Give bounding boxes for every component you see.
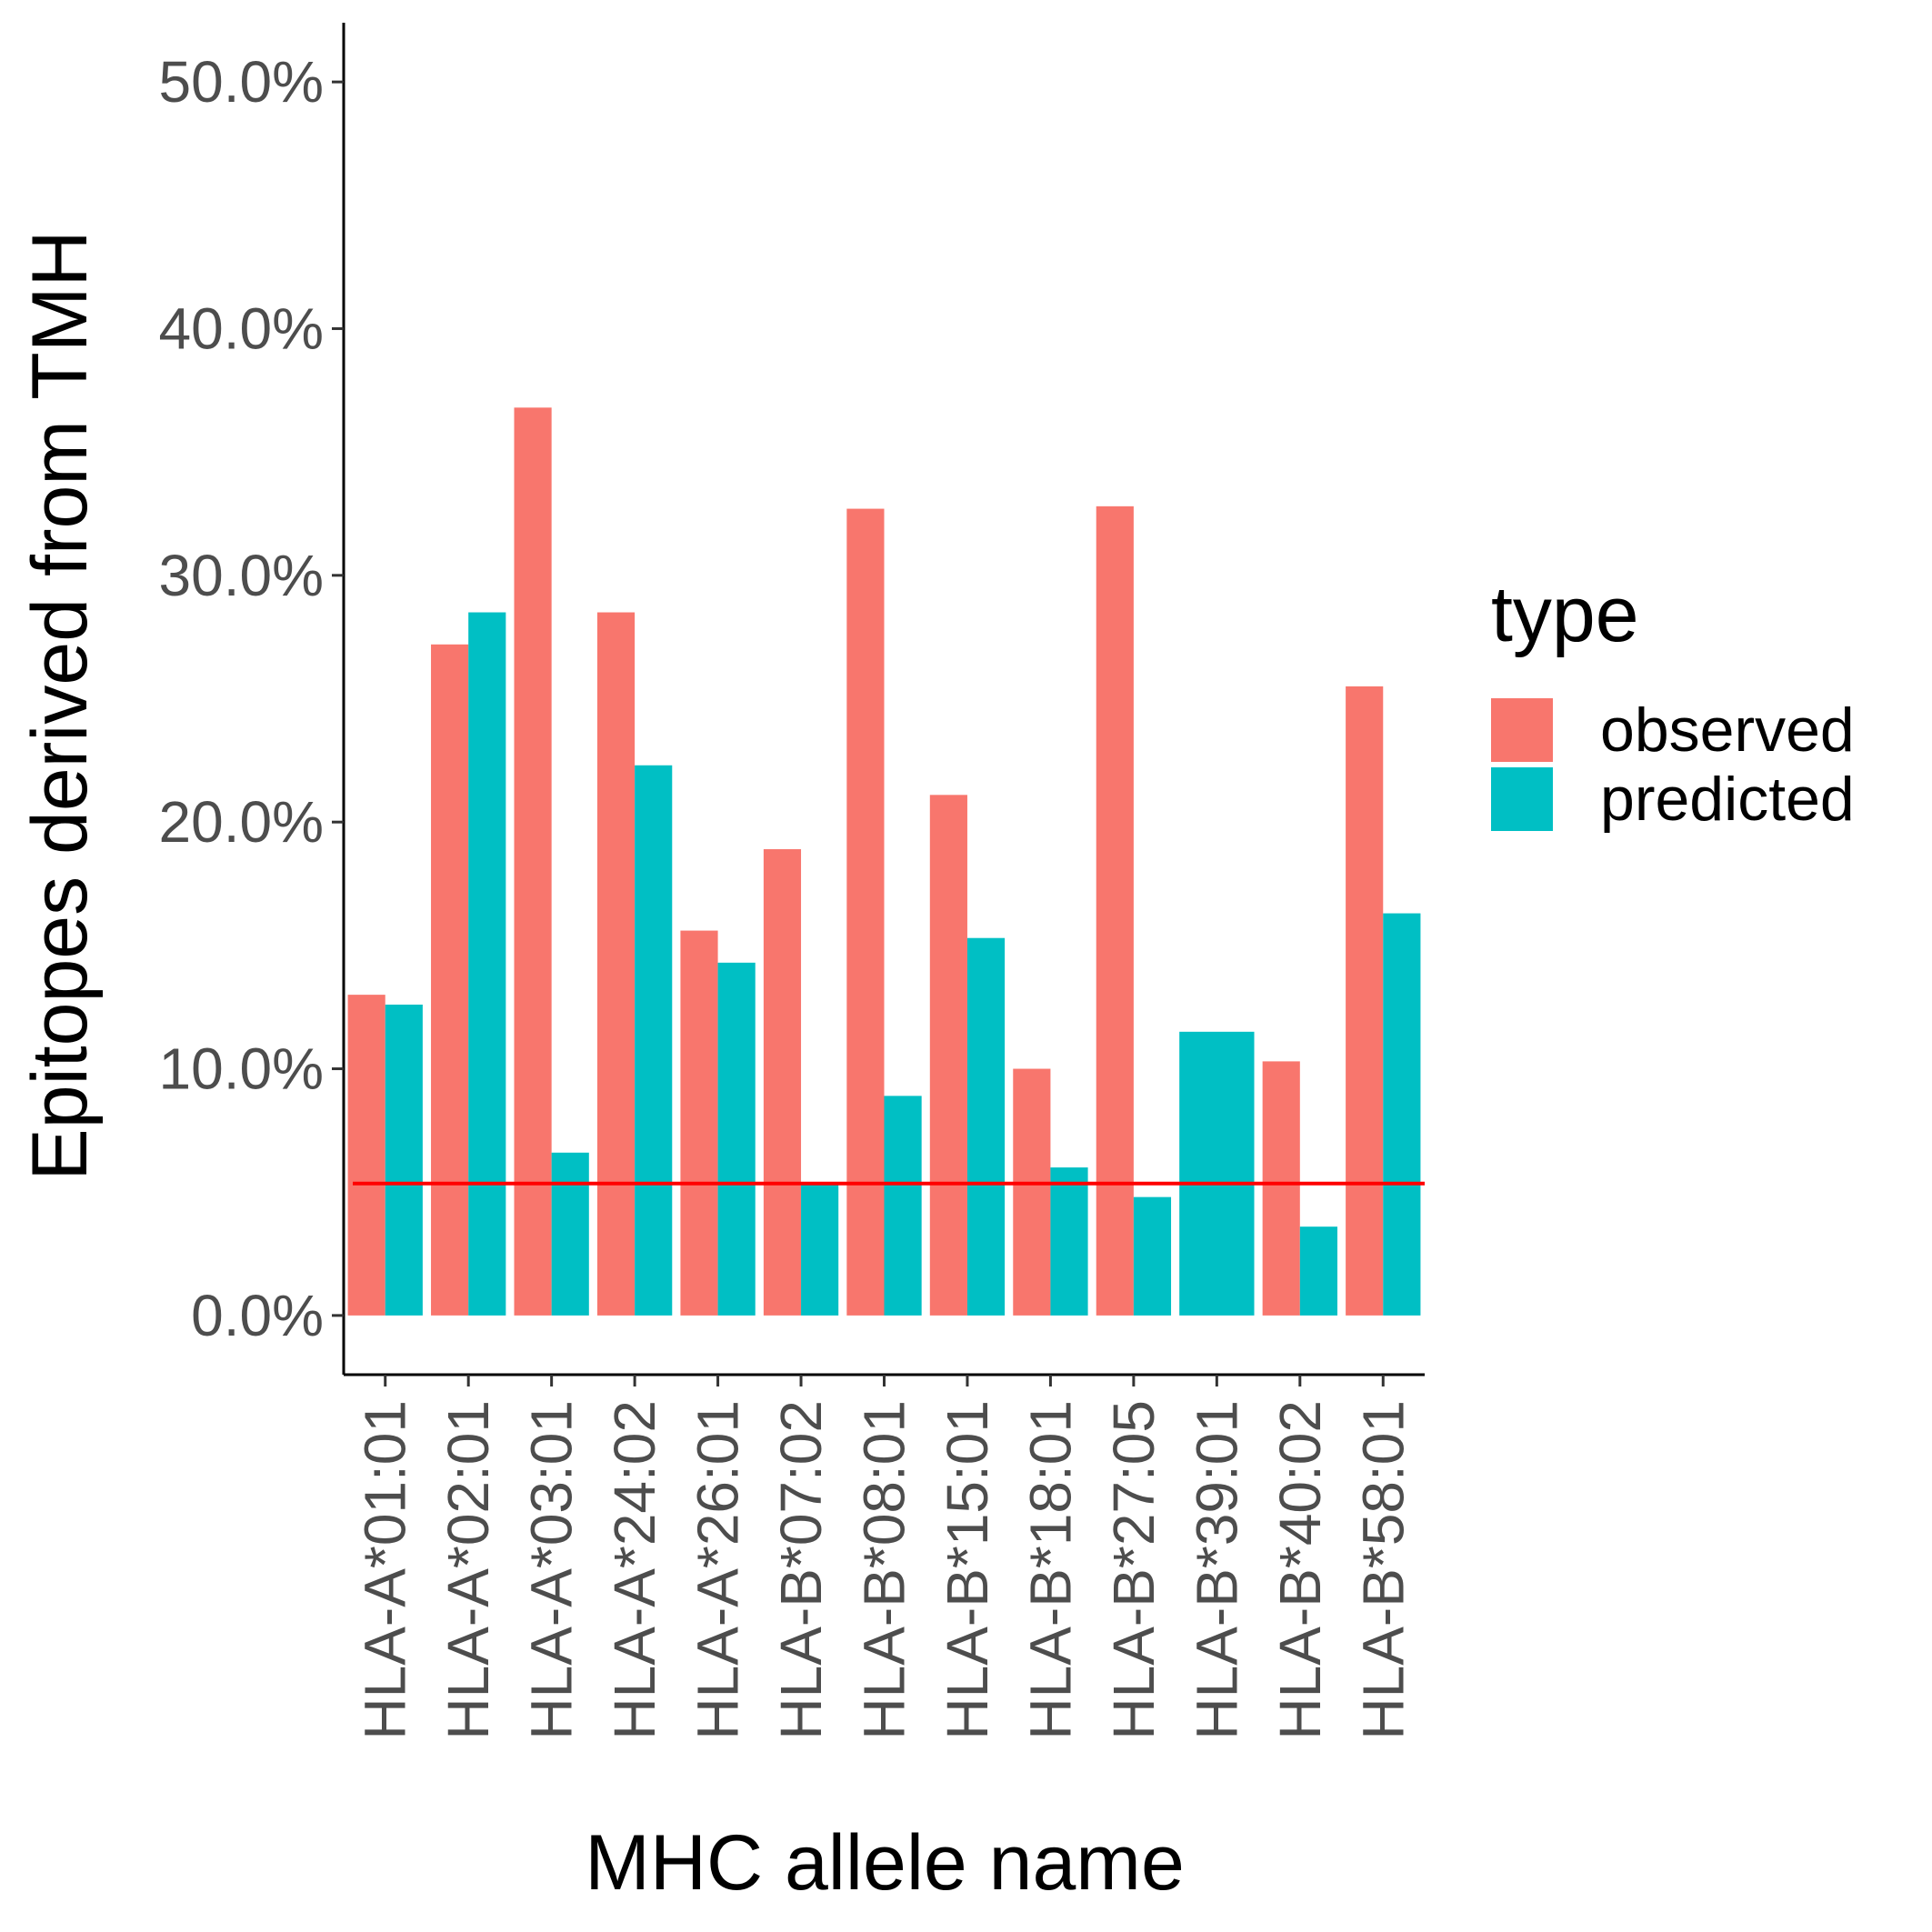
bar-predicted-HLA-A*24:02 xyxy=(635,765,673,1316)
y-tick-label: 10.0% xyxy=(159,1036,324,1102)
x-tick-label: HLA-B*07:02 xyxy=(768,1400,834,1740)
legend-key-predicted xyxy=(1491,767,1553,831)
bar-observed-HLA-B*08:01 xyxy=(846,508,885,1316)
legend-title: type xyxy=(1491,571,1639,658)
bar-observed-HLA-B*40:02 xyxy=(1262,1061,1300,1316)
y-tick-label: 40.0% xyxy=(159,295,324,361)
x-tick-label: HLA-A*02:01 xyxy=(435,1400,501,1740)
bar-predicted-HLA-A*01:01 xyxy=(385,1004,423,1316)
bar-observed-HLA-B*58:01 xyxy=(1346,686,1384,1316)
x-tick-label: HLA-B*08:01 xyxy=(852,1400,917,1740)
x-tick-label: HLA-B*18:01 xyxy=(1017,1400,1083,1740)
x-tick-label: HLA-A*03:01 xyxy=(519,1400,585,1740)
legend-label-observed: observed xyxy=(1600,696,1855,765)
bar-observed-HLA-A*01:01 xyxy=(347,995,385,1316)
x-axis: HLA-A*01:01 HLA-A*02:01 HLA-A*03:01 HLA-A*2… xyxy=(344,1373,1425,1740)
bar-predicted-HLA-B*39:01 xyxy=(1179,1031,1255,1316)
legend-label-predicted: predicted xyxy=(1600,765,1855,834)
plot-area xyxy=(347,407,1421,1316)
x-tick-label: HLA-B*40:02 xyxy=(1267,1400,1333,1740)
bar-predicted-HLA-B*58:01 xyxy=(1383,913,1421,1316)
bar-predicted-HLA-B*40:02 xyxy=(1299,1226,1337,1316)
x-axis-title: MHC allele name xyxy=(585,1819,1185,1907)
bar-observed-HLA-B*07:02 xyxy=(763,849,802,1316)
y-tick-label: 30.0% xyxy=(159,543,324,608)
x-tick-label: HLA-B*58:01 xyxy=(1350,1400,1416,1740)
legend-key-observed xyxy=(1491,698,1553,762)
x-tick-label: HLA-A*01:01 xyxy=(353,1400,418,1740)
x-tick-label: HLA-A*26:01 xyxy=(686,1400,751,1740)
bar-predicted-HLA-A*02:01 xyxy=(468,612,506,1316)
bar-observed-HLA-A*26:01 xyxy=(680,930,718,1316)
bar-observed-HLA-A*24:02 xyxy=(596,612,636,1316)
y-axis-title: Epitopes derived from TMH xyxy=(16,230,104,1180)
x-tick-label: HLA-B*39:01 xyxy=(1184,1400,1249,1740)
bar-observed-HLA-B*27:05 xyxy=(1096,506,1134,1316)
bar-predicted-HLA-B*27:05 xyxy=(1133,1196,1172,1316)
bar-predicted-HLA-A*03:01 xyxy=(551,1152,589,1316)
bar-predicted-HLA-B*07:02 xyxy=(801,1185,839,1316)
bar-observed-HLA-A*03:01 xyxy=(514,407,552,1316)
bar-predicted-HLA-B*08:01 xyxy=(884,1096,922,1316)
bar-observed-HLA-B*15:01 xyxy=(929,795,967,1316)
x-tick-label: HLA-B*27:05 xyxy=(1101,1400,1166,1740)
y-tick-label: 50.0% xyxy=(159,49,324,115)
x-tick-label: HLA-A*24:02 xyxy=(602,1400,667,1740)
x-tick-label: HLA-B*15:01 xyxy=(935,1400,1000,1740)
bar-predicted-HLA-A*26:01 xyxy=(717,962,756,1316)
y-tick-label: 0.0% xyxy=(191,1283,324,1348)
bar-predicted-HLA-B*18:01 xyxy=(1050,1167,1088,1316)
bar-observed-HLA-B*18:01 xyxy=(1013,1068,1051,1316)
y-axis: 0.0% 10.0% 20.0% 30.0% 40.0% 50.0% xyxy=(159,23,345,1375)
y-tick-label: 20.0% xyxy=(159,789,324,855)
bar-predicted-HLA-B*15:01 xyxy=(966,937,1006,1316)
bar-observed-HLA-A*02:01 xyxy=(431,644,469,1316)
